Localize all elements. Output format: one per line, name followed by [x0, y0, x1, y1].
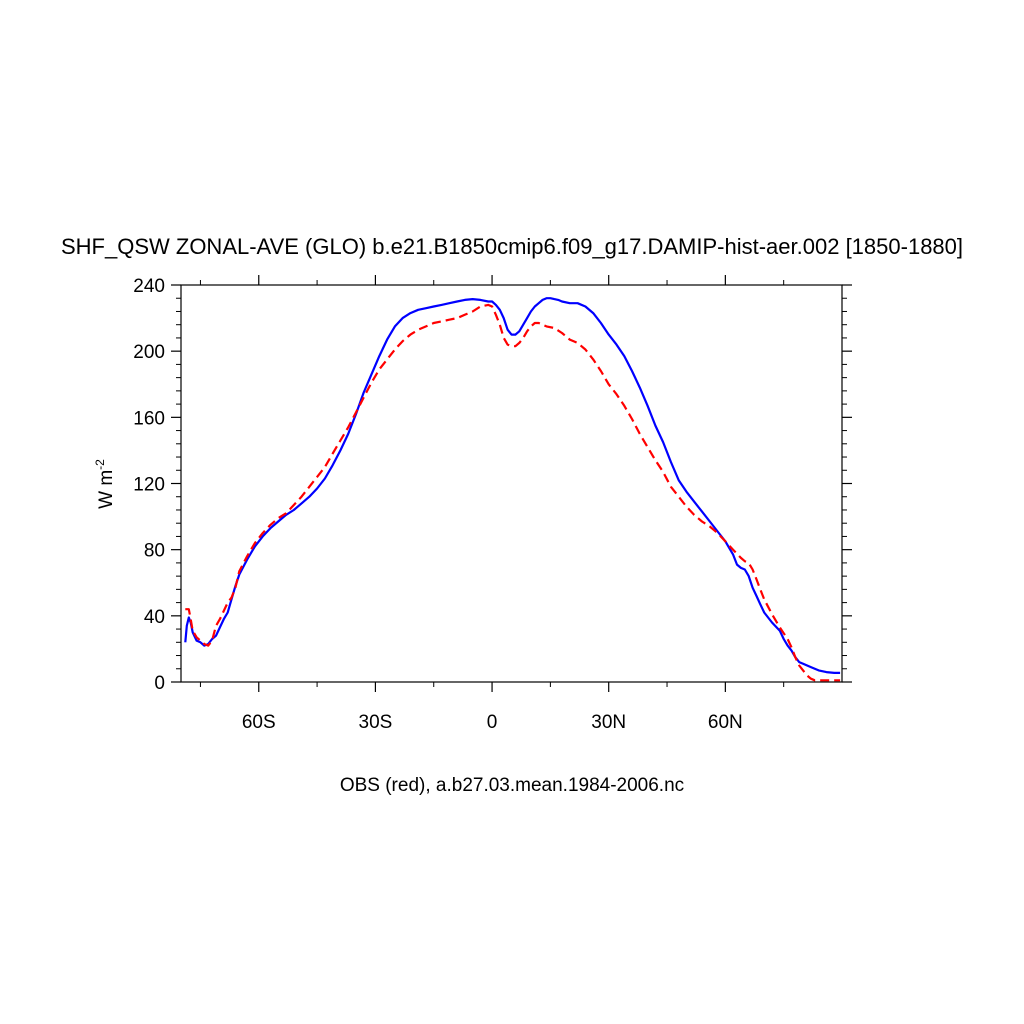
- x-tick-labels: 60S 30S 0 30N 60N: [242, 712, 743, 733]
- series-line-blue: [184, 297, 841, 674]
- series-layer: [184, 297, 841, 682]
- series-line-red-obs: [185, 303, 841, 682]
- x-tick-label: 30N: [591, 712, 626, 733]
- y-tick-label: 160: [133, 408, 165, 429]
- x-axis-label: OBS (red), a.b27.03.mean.1984-2006.nc: [340, 775, 684, 796]
- ticks-layer: [171, 275, 852, 692]
- y-axis-label-base: W m: [96, 470, 117, 509]
- y-tick-label: 240: [133, 276, 165, 297]
- y-tick-labels: 0 40 80 120 160 200 240: [133, 276, 165, 694]
- x-tick-label: 60S: [242, 712, 276, 733]
- y-tick-label: 40: [144, 607, 165, 628]
- x-tick-label: 0: [487, 712, 498, 733]
- x-tick-label: 30S: [359, 712, 393, 733]
- y-tick-label: 120: [133, 475, 165, 496]
- y-axis-label: W m-2: [93, 459, 117, 509]
- y-tick-label: 200: [133, 342, 165, 363]
- y-tick-label: 0: [154, 673, 165, 694]
- chart-title: SHF_QSW ZONAL-AVE (GLO) b.e21.B1850cmip6…: [61, 234, 963, 259]
- plot-frame: [180, 284, 843, 683]
- y-axis-label-exponent: -2: [93, 459, 107, 470]
- x-tick-label: 60N: [708, 712, 743, 733]
- y-tick-label: 80: [144, 541, 165, 562]
